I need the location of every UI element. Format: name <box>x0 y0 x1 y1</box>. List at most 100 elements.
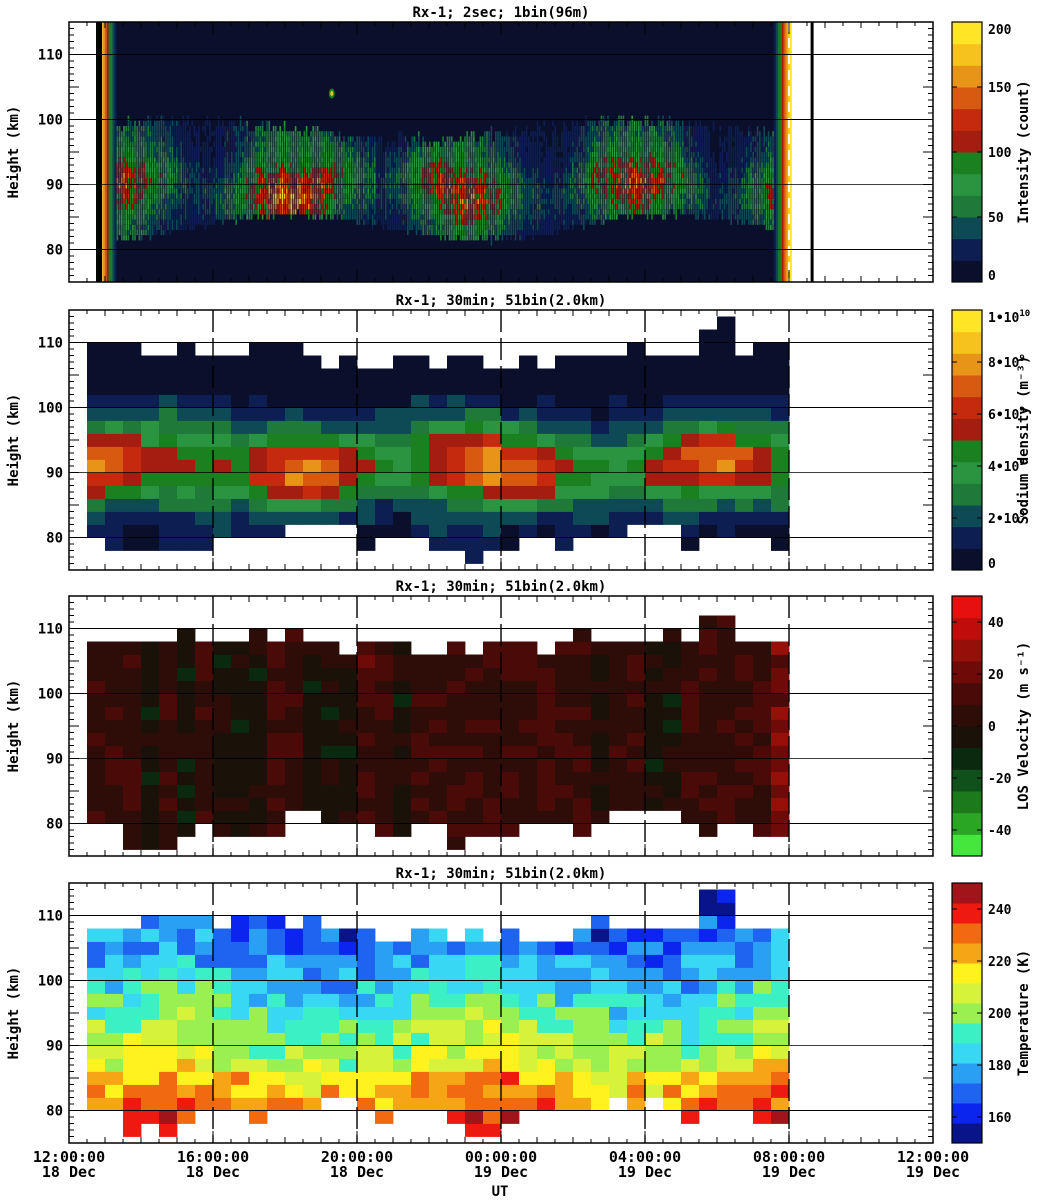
colorbar-swatch <box>952 682 982 705</box>
y-tick-label: 100 <box>38 401 63 417</box>
colorbar-swatch <box>952 923 982 944</box>
x-tick-date: 19 Dec <box>618 1163 672 1181</box>
colorbar-label: Intensity (count) <box>1016 80 1032 223</box>
colorbar-tick-label: 100 <box>988 146 1012 161</box>
colorbar-label: Sodium density (m⁻³) <box>1016 356 1032 525</box>
colorbar-swatch <box>952 1063 982 1084</box>
y-axis-label: Height (km) <box>6 967 22 1060</box>
panel-title: Rx-1; 2sec; 1bin(96m) <box>412 5 589 21</box>
colorbar-tick-label: 0 <box>988 557 996 572</box>
colorbar-swatch <box>952 726 982 749</box>
colorbar-swatch <box>952 331 982 354</box>
colorbar-swatch <box>952 661 982 684</box>
colorbar-swatch <box>952 461 982 484</box>
colorbar-label: LOS Velocity (m s⁻¹) <box>1016 642 1032 811</box>
colorbar-swatch <box>952 983 982 1004</box>
colorbar-tick-label: 180 <box>988 1059 1012 1074</box>
y-axis-label: Height (km) <box>6 394 22 487</box>
colorbar-tick-label: -40 <box>988 824 1012 839</box>
colorbar-swatch <box>952 217 982 240</box>
colorbar-swatch <box>952 310 982 333</box>
colorbar-swatch <box>952 418 982 441</box>
colorbar: -40 -20 0 20 40 LOS Velocity (m s⁻¹) <box>951 595 1032 857</box>
colorbar-swatch <box>952 1123 982 1144</box>
x-tick-time: 00:00:00 <box>465 1148 537 1166</box>
colorbar-tick-label: 220 <box>988 955 1012 970</box>
colorbar-tick-label: -20 <box>988 772 1012 787</box>
x-tick-time: 16:00:00 <box>177 1148 249 1166</box>
y-tick-label: 110 <box>38 48 63 64</box>
colorbar-swatch <box>952 1103 982 1124</box>
colorbar-swatch <box>952 396 982 419</box>
colorbar-label: Temperature (K) <box>1016 950 1032 1076</box>
colorbar-swatch <box>952 769 982 792</box>
y-axis-label: Height (km) <box>6 680 22 773</box>
colorbar-swatch <box>952 617 982 640</box>
colorbar-swatch <box>952 1083 982 1104</box>
x-tick-time: 04:00:00 <box>609 1148 681 1166</box>
colorbar-swatch <box>952 152 982 175</box>
colorbar-swatch <box>952 903 982 924</box>
colorbar-swatch <box>952 353 982 376</box>
y-tick-label: 110 <box>38 622 63 638</box>
colorbar: 0 2•109 4•109 6•109 8•109 1•1010 Sodium densit… <box>951 309 1032 572</box>
colorbar-tick-label: 8•109 <box>988 354 1025 371</box>
colorbar-swatch <box>952 1003 982 1024</box>
y-tick-label: 100 <box>38 687 63 703</box>
colorbar-swatch <box>952 483 982 506</box>
colorbar-swatch <box>952 43 982 66</box>
colorbar-tick-label: 200 <box>988 1007 1012 1022</box>
colorbar-tick-label: 240 <box>988 903 1012 918</box>
y-tick-label: 100 <box>38 974 63 990</box>
panel-title: Rx-1; 30min; 51bin(2.0km) <box>396 293 607 309</box>
colorbar-swatch <box>952 963 982 984</box>
panels: 80 90 100 110 Height (km) Rx-1; 2sec; 1bin(96… <box>6 5 1032 1181</box>
y-tick-label: 90 <box>46 178 63 194</box>
y-tick-label: 90 <box>46 752 63 768</box>
heatmap-cells <box>69 22 933 282</box>
colorbar-swatch <box>952 238 982 261</box>
colorbar-tick-label: 150 <box>988 81 1012 96</box>
x-tick-time: 20:00:00 <box>321 1148 393 1166</box>
colorbar-swatch <box>952 548 982 571</box>
colorbar-swatch <box>952 812 982 835</box>
colorbar-swatch <box>952 639 982 662</box>
x-tick-date: 18 Dec <box>186 1163 240 1181</box>
colorbar-swatch <box>952 791 982 814</box>
colorbar-tick-label: 40 <box>988 616 1004 631</box>
colorbar-tick-label: 4•109 <box>988 458 1025 475</box>
colorbar-tick-label: 160 <box>988 1111 1012 1126</box>
y-tick-label: 80 <box>46 1104 63 1120</box>
y-tick-label: 80 <box>46 817 63 833</box>
colorbar-swatch <box>952 943 982 964</box>
colorbar-tick-label: 200 <box>988 23 1012 38</box>
x-tick-time: 12:00:00 <box>897 1148 969 1166</box>
y-tick-label: 90 <box>46 466 63 482</box>
panel-2: 80 90 100 110 Height (km) Rx-1; 30min; 51bin(… <box>6 293 1032 572</box>
colorbar-swatch <box>952 130 982 153</box>
y-tick-label: 110 <box>38 909 63 925</box>
colorbar-swatch <box>952 1043 982 1064</box>
colorbar-swatch <box>952 1023 982 1044</box>
colorbar-swatch <box>952 375 982 398</box>
panel-title: Rx-1; 30min; 51bin(2.0km) <box>396 579 607 595</box>
panel-1: 80 90 100 110 Height (km) Rx-1; 2sec; 1bin(96… <box>6 5 1032 284</box>
colorbar-swatch <box>952 195 982 218</box>
colorbar-swatch <box>952 505 982 528</box>
colorbar-swatch <box>952 596 982 619</box>
y-tick-label: 80 <box>46 531 63 547</box>
y-tick-label: 80 <box>46 243 63 259</box>
colorbar-swatch <box>952 834 982 857</box>
colorbar-swatch <box>952 260 982 283</box>
colorbar: 0 50 100 150 200 Intensity (count) <box>951 21 1032 284</box>
y-tick-label: 100 <box>38 113 63 129</box>
colorbar-swatch <box>952 65 982 88</box>
x-tick-date: 18 Dec <box>42 1163 96 1181</box>
panel-3: 80 90 100 110 Height (km) Rx-1; 30min; 51bin(… <box>6 579 1032 857</box>
x-tick-time: 08:00:00 <box>753 1148 825 1166</box>
colorbar-swatch <box>952 704 982 727</box>
panel-4: 80 90 100 110 Height (km) Rx-1; 30min; 51bin(… <box>6 866 1032 1144</box>
x-tick-date: 19 Dec <box>762 1163 816 1181</box>
x-axis-label: UT <box>492 1184 509 1200</box>
